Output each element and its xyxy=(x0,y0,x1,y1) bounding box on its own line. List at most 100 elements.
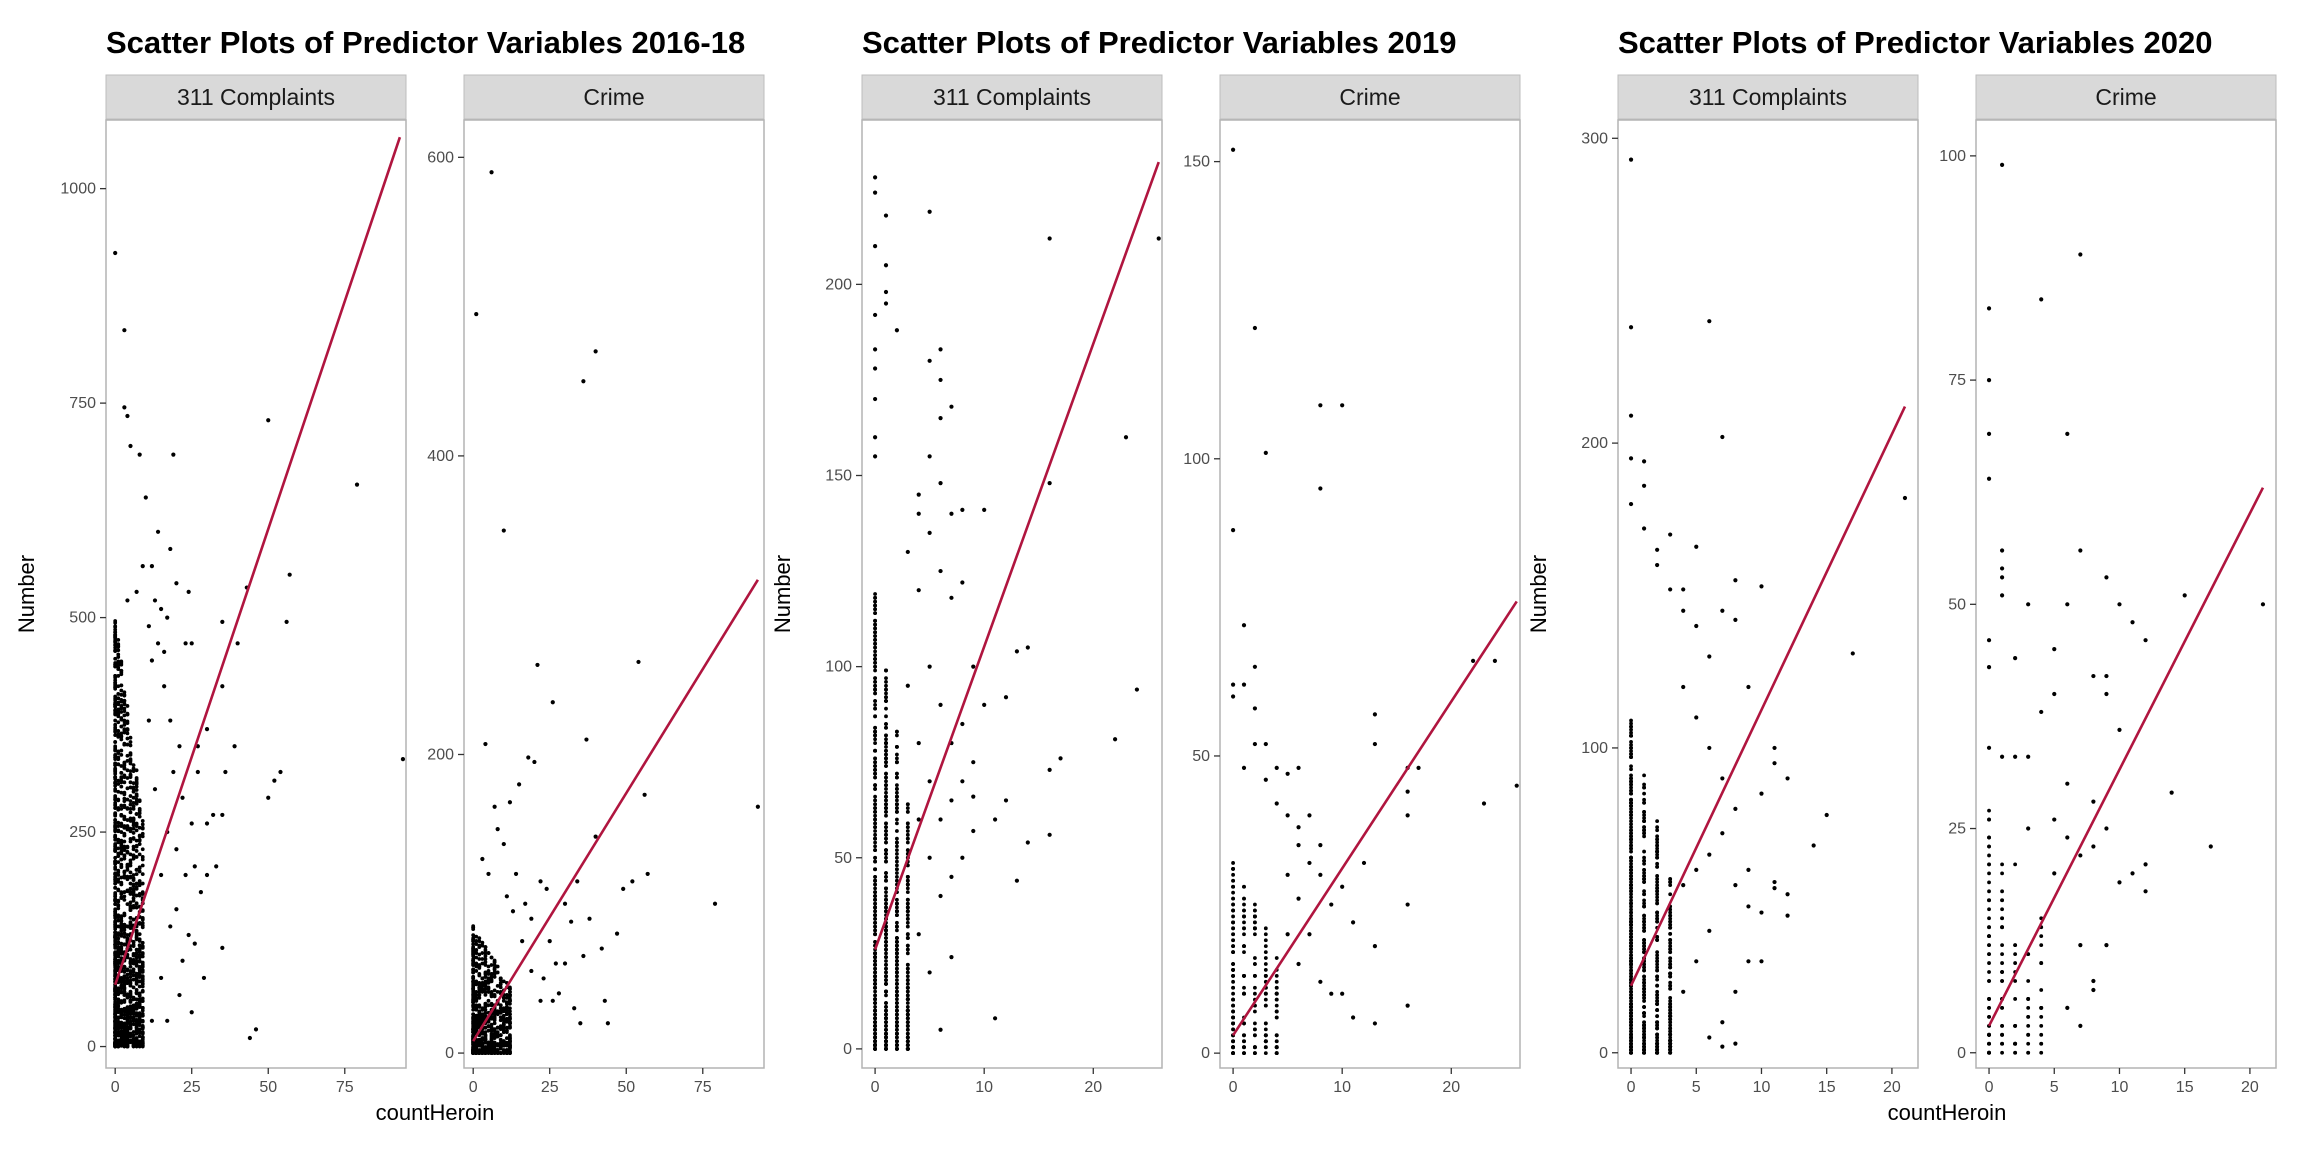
data-point xyxy=(1629,855,1633,860)
data-point xyxy=(508,1001,512,1006)
data-point xyxy=(116,939,121,944)
data-point xyxy=(927,358,932,363)
data-point xyxy=(873,997,877,1002)
data-point xyxy=(1629,1002,1633,1006)
data-point xyxy=(122,965,127,970)
data-point xyxy=(155,529,161,534)
data-point xyxy=(131,1016,136,1021)
data-point xyxy=(2026,1041,2031,1046)
data-point xyxy=(119,923,124,928)
data-point xyxy=(125,753,130,758)
data-point xyxy=(873,767,877,772)
data-point xyxy=(483,1049,488,1054)
data-point xyxy=(895,874,899,879)
data-point xyxy=(140,564,145,569)
data-point xyxy=(1642,797,1646,802)
data-point xyxy=(2052,647,2057,652)
data-point xyxy=(480,943,485,948)
data-point xyxy=(2130,871,2135,876)
data-point xyxy=(1668,892,1673,897)
data-point xyxy=(1746,684,1751,690)
data-point xyxy=(116,959,121,964)
data-point xyxy=(873,867,877,872)
data-point xyxy=(1668,1041,1673,1046)
data-point xyxy=(1629,1035,1633,1040)
data-point xyxy=(532,759,537,765)
data-point xyxy=(192,864,197,869)
data-point xyxy=(884,813,888,818)
data-point xyxy=(119,875,124,880)
x-tick-label: 0 xyxy=(1229,1079,1238,1096)
data-point xyxy=(873,920,877,925)
data-point xyxy=(508,1006,512,1011)
data-point xyxy=(137,1023,142,1028)
data-point xyxy=(873,783,877,788)
data-point xyxy=(1668,931,1673,936)
data-point xyxy=(113,788,118,793)
data-point xyxy=(1655,562,1660,568)
data-point xyxy=(884,947,888,952)
data-point xyxy=(128,975,133,979)
data-point xyxy=(489,978,494,982)
data-point xyxy=(895,844,899,849)
x-tick-label: 75 xyxy=(694,1079,712,1096)
data-point xyxy=(113,794,118,798)
data-point xyxy=(113,995,118,1000)
data-point xyxy=(116,899,121,904)
data-point xyxy=(1655,877,1660,881)
data-point xyxy=(131,766,136,771)
data-point xyxy=(477,972,482,976)
data-point xyxy=(949,955,954,960)
data-point xyxy=(927,970,932,975)
data-point xyxy=(905,882,910,887)
data-point xyxy=(895,855,899,860)
data-point xyxy=(131,763,136,768)
data-point xyxy=(905,878,910,883)
data-point xyxy=(1987,970,1991,974)
data-point xyxy=(177,992,182,998)
data-point xyxy=(134,951,139,956)
y-tick-label: 500 xyxy=(69,610,96,627)
data-point xyxy=(1668,1044,1673,1049)
data-point xyxy=(938,377,943,383)
data-point xyxy=(884,737,888,742)
data-point xyxy=(873,794,877,799)
data-point xyxy=(873,894,877,898)
data-point xyxy=(1642,928,1646,933)
data-point xyxy=(2065,602,2070,607)
data-point xyxy=(927,454,932,459)
data-point xyxy=(1629,1023,1633,1028)
data-point xyxy=(1263,450,1268,455)
data-point xyxy=(471,1019,476,1024)
data-point xyxy=(1253,956,1257,960)
data-point xyxy=(1263,997,1268,1002)
data-point xyxy=(1655,889,1660,894)
data-point xyxy=(131,820,136,825)
data-point xyxy=(873,595,877,600)
data-point xyxy=(119,838,124,843)
data-point xyxy=(895,905,899,910)
data-point xyxy=(1263,968,1268,972)
data-point xyxy=(2143,638,2148,643)
data-point xyxy=(541,976,546,981)
data-point xyxy=(2013,997,2018,1001)
data-point xyxy=(247,1035,252,1041)
data-point xyxy=(287,572,292,577)
data-point xyxy=(1628,157,1634,162)
data-point xyxy=(2078,943,2083,948)
data-point xyxy=(1253,920,1257,925)
data-point xyxy=(938,1027,943,1032)
data-point xyxy=(1642,1014,1646,1019)
data-point xyxy=(122,869,127,874)
data-point xyxy=(1655,886,1660,891)
data-point xyxy=(125,712,130,717)
data-point xyxy=(483,945,488,949)
data-point xyxy=(1629,947,1633,952)
data-point xyxy=(122,722,127,727)
data-point xyxy=(1629,1008,1633,1012)
data-point xyxy=(125,742,130,747)
data-point xyxy=(1253,926,1257,931)
y-axis-title: Number xyxy=(770,555,795,633)
data-point xyxy=(116,1006,121,1011)
x-tick-label: 20 xyxy=(1084,1079,1102,1096)
